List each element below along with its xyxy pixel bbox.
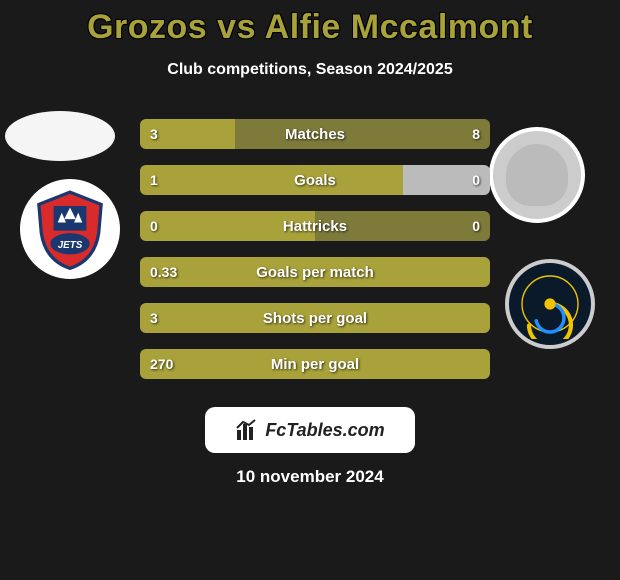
stat-row: Matches38 xyxy=(140,119,490,149)
comparison-chart: JETS Matches38 Goals10 Hattricks00 Goals pe… xyxy=(0,119,620,399)
stat-row: Shots per goal3 xyxy=(140,303,490,333)
person-silhouette-icon xyxy=(506,144,568,206)
stat-bar-left xyxy=(140,349,490,379)
generated-date: 10 november 2024 xyxy=(0,467,620,487)
stat-row: Hattricks00 xyxy=(140,211,490,241)
stat-bar-right xyxy=(403,165,491,195)
branding-label: FcTables.com xyxy=(265,420,384,441)
page-title: Grozos vs Alfie Mccalmont xyxy=(0,0,620,47)
branding-badge: FcTables.com xyxy=(205,407,415,453)
stat-bar-left xyxy=(140,257,490,287)
comparison-bars: Matches38 Goals10 Hattricks00 Goals per mat… xyxy=(140,119,490,395)
stat-bar-right xyxy=(315,211,490,241)
svg-text:JETS: JETS xyxy=(58,240,83,251)
bars-logo-icon xyxy=(235,418,259,442)
page-subtitle: Club competitions, Season 2024/2025 xyxy=(0,61,620,79)
stat-row: Goals per match0.33 xyxy=(140,257,490,287)
stat-bar-left xyxy=(140,303,490,333)
stat-row: Goals10 xyxy=(140,165,490,195)
stat-bar-left xyxy=(140,165,403,195)
jets-crest-icon: JETS xyxy=(29,188,111,270)
stat-bar-left xyxy=(140,211,315,241)
stat-bar-left xyxy=(140,119,235,149)
stat-bar-right xyxy=(235,119,491,149)
mariners-crest-icon xyxy=(515,269,585,339)
player-right-avatar xyxy=(489,127,585,223)
stat-row: Min per goal270 xyxy=(140,349,490,379)
player-left-avatar xyxy=(5,111,115,161)
club-left-badge: JETS xyxy=(20,179,120,279)
club-right-badge xyxy=(505,259,595,349)
